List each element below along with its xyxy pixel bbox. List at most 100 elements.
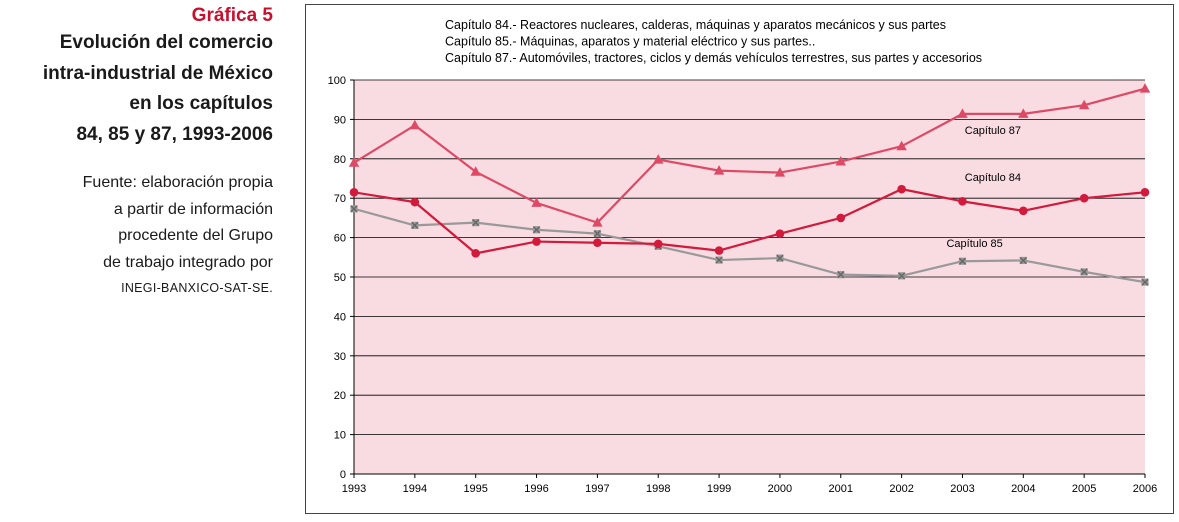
x-tick-label: 2004 <box>1011 483 1035 495</box>
marker-x <box>1080 268 1088 276</box>
figure-title-line: en los capítulos <box>129 93 273 114</box>
marker-x <box>958 257 966 265</box>
cap84-data-point <box>349 187 359 197</box>
line-chart: 0 10 20 30 40 50 60 70 80 90 100 1993 1994 1995 1996 19… <box>328 18 1158 495</box>
cap87-data-point <box>835 156 846 166</box>
source-line: procedente del Grupo <box>118 227 273 244</box>
y-tick-label: 50 <box>334 272 346 284</box>
cap84-data-point <box>532 237 541 246</box>
cap84-series-line <box>353 188 1146 255</box>
x-tick-label: 2001 <box>829 483 853 495</box>
marker-x <box>472 219 480 227</box>
chart-caption: Gráfica 5 Evolución del comercio intra-i… <box>0 4 273 298</box>
cap84-data-point <box>593 238 602 248</box>
figure-source: Fuente: elaboración propia a partir de i… <box>0 170 273 298</box>
x-tick-label: 1997 <box>585 483 609 495</box>
y-tick-label: 20 <box>334 390 346 402</box>
marker-x <box>837 271 845 279</box>
cap84-data-point <box>1140 187 1150 197</box>
y-tick-label: 40 <box>334 311 346 323</box>
cap84-data-point <box>775 229 785 238</box>
cap85-data-point <box>958 257 967 265</box>
cap84-data-point <box>1079 193 1089 203</box>
cap85-data-point <box>350 205 358 213</box>
cap85-data-point <box>1019 256 1027 265</box>
cap84-data-point <box>410 197 420 207</box>
cap87-series-label: Capítulo 87 <box>965 125 1021 137</box>
source-organization: INEGI-BANXICO-SAT-SE. <box>121 281 273 295</box>
marker-x <box>1141 278 1149 286</box>
cap84-data-point <box>958 197 967 206</box>
marker-x <box>593 230 601 238</box>
cap84-data-point <box>1019 206 1028 216</box>
cap84-data-point <box>836 213 846 223</box>
x-tick-label: 1999 <box>707 483 731 495</box>
figure-title-line: Evolución del comercio <box>59 32 273 53</box>
cap87-series-line <box>353 87 1146 224</box>
cap85-series-line <box>353 207 1146 284</box>
cap87-data-point <box>592 217 603 227</box>
marker-x <box>715 256 723 264</box>
x-tick-label: 1995 <box>463 483 487 495</box>
cap87-data-point <box>470 166 481 176</box>
source-line: a partir de información <box>113 200 273 218</box>
legend-entry: Capítulo 85.- Máquinas, aparatos y mater… <box>445 35 815 49</box>
x-tick-label: 1998 <box>646 483 670 495</box>
cap84-data-point <box>653 239 663 249</box>
marker-x <box>411 221 419 229</box>
figure-title-line: intra-industrial de México <box>42 62 273 84</box>
y-tick-label: 0 <box>340 469 346 481</box>
cap85-data-point <box>472 219 480 227</box>
marker-x <box>533 226 541 234</box>
cap85-series-label: Capítulo 85 <box>946 238 1002 250</box>
x-tick-label: 2005 <box>1072 483 1096 495</box>
figure-title-line: 84, 85 y 87, 1993-2006 <box>76 123 273 145</box>
y-tick-label: 90 <box>334 114 346 126</box>
cap85-data-point <box>593 230 601 238</box>
x-tick-label: 1994 <box>403 483 427 495</box>
cap85-data-point <box>1080 268 1088 276</box>
cap84-data-point <box>714 246 724 255</box>
figure-title: Evolución del comercio intra-industrial … <box>0 28 273 150</box>
cap87-data-point <box>713 165 725 175</box>
marker-x <box>350 205 358 213</box>
y-tick-label: 10 <box>334 430 346 442</box>
cap87-data-point <box>1018 108 1029 118</box>
cap85-data-point <box>837 271 845 279</box>
y-tick-label: 30 <box>334 351 346 363</box>
cap87-data-point <box>774 167 786 177</box>
x-tick-label: 2003 <box>950 483 974 495</box>
figure-number: Gráfica 5 <box>191 5 273 26</box>
x-tick-label: 1993 <box>342 483 366 495</box>
cap85-data-point <box>411 221 419 229</box>
cap87-data-point <box>957 108 968 118</box>
y-tick-label: 60 <box>334 233 346 245</box>
y-tick-label: 80 <box>334 154 346 166</box>
cap85-data-point <box>715 256 723 264</box>
y-tick-label: 70 <box>334 193 346 205</box>
chart-frame: 0 10 20 30 40 50 60 70 80 90 100 1993 1994 1995 1996 19… <box>305 4 1174 514</box>
cap85-data-point <box>1141 278 1149 286</box>
x-tick-label: 1996 <box>524 483 548 495</box>
cap87-data-point <box>653 154 664 164</box>
cap87-data-point <box>896 140 907 151</box>
cap84-series-label: Capítulo 84 <box>965 172 1021 184</box>
x-tick-label: 2006 <box>1133 483 1157 495</box>
legend-entry: Capítulo 84.- Reactores nucleares, calde… <box>445 18 946 32</box>
legend-entry: Capítulo 87.- Automóviles, tractores, ci… <box>445 51 982 65</box>
marker-x <box>1019 256 1027 264</box>
cap84-data-point <box>897 184 906 194</box>
x-tick-label: 2000 <box>768 483 792 495</box>
marker-x <box>898 272 906 280</box>
cap87-data-point <box>531 197 542 207</box>
y-tick-label: 100 <box>328 75 346 87</box>
cap85-data-point <box>532 226 541 234</box>
cap87-data-point <box>1078 99 1090 110</box>
marker-x <box>776 254 784 262</box>
cap87-data-point <box>1139 83 1151 93</box>
cap85-data-point <box>776 254 784 262</box>
x-tick-label: 2002 <box>889 483 913 495</box>
source-line: Fuente: elaboración propia <box>82 174 273 191</box>
cap84-data-point <box>471 249 480 258</box>
source-line: de trabajo integrado por <box>103 253 273 271</box>
